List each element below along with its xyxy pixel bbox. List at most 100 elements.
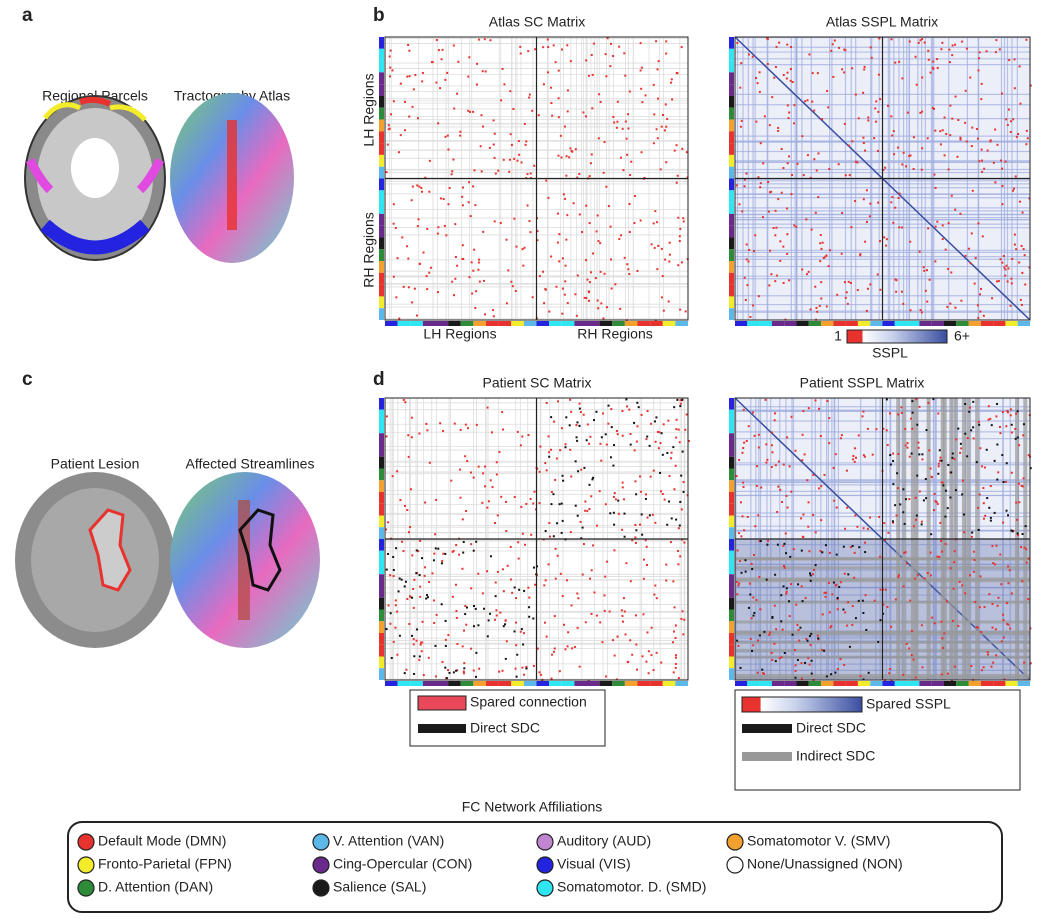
connection [869, 283, 872, 286]
connection [385, 415, 388, 418]
connection [851, 67, 854, 70]
connection [1027, 454, 1030, 457]
direct-sdc [851, 545, 854, 548]
direct-sdc [426, 596, 429, 599]
connection [432, 599, 435, 602]
connection [773, 76, 776, 79]
connection [864, 594, 867, 597]
connection [981, 170, 984, 173]
connection [811, 100, 814, 103]
connection [578, 665, 581, 668]
panel-label: d [373, 369, 385, 390]
network-strip [379, 597, 384, 610]
connection [884, 166, 887, 169]
connection [948, 61, 951, 64]
connection [641, 655, 644, 658]
connection [561, 312, 564, 315]
direct-sdc [623, 512, 626, 515]
connection [897, 413, 900, 416]
connection [750, 617, 753, 620]
connection [421, 620, 424, 623]
connection [626, 153, 629, 156]
direct-sdc [494, 595, 497, 598]
connection [609, 65, 612, 68]
connection [1025, 548, 1028, 551]
connection [389, 49, 392, 52]
network-strip [650, 681, 663, 686]
connection [854, 514, 857, 517]
connection [421, 71, 424, 74]
connection [787, 117, 790, 120]
connection [851, 623, 854, 626]
direct-sdc [520, 628, 523, 631]
network-strip [379, 621, 384, 633]
connection [753, 434, 756, 437]
connection [455, 616, 458, 619]
connection [414, 74, 417, 77]
connection [891, 196, 894, 199]
direct-sdc [595, 410, 598, 413]
connection [410, 199, 413, 202]
direct-sdc [985, 448, 988, 451]
direct-sdc [432, 559, 435, 562]
connection [665, 125, 668, 128]
connection [762, 672, 765, 675]
connection [864, 149, 867, 152]
direct-sdc [550, 416, 553, 419]
connection [861, 415, 864, 418]
connection [668, 260, 671, 263]
connection [467, 201, 470, 204]
direct-sdc [891, 520, 894, 523]
connection [446, 134, 449, 137]
network-strip [379, 213, 384, 226]
direct-sdc [751, 568, 754, 571]
connection [940, 673, 943, 676]
connection [915, 518, 918, 521]
connection [587, 679, 590, 682]
connection [484, 465, 487, 468]
connection [392, 203, 395, 206]
network-strip [379, 468, 384, 481]
connection [677, 428, 680, 431]
connection [599, 270, 602, 273]
connection [562, 623, 565, 626]
direct-sdc [785, 552, 788, 555]
network-strip [729, 190, 734, 203]
connection [890, 201, 893, 204]
connection [385, 171, 388, 174]
connection [597, 307, 600, 310]
connection [875, 428, 878, 431]
connection [425, 422, 428, 425]
network-strip [379, 456, 384, 469]
connection [408, 75, 411, 78]
connection [569, 398, 572, 401]
connection [970, 665, 973, 668]
connection [843, 281, 846, 284]
connection [843, 71, 846, 74]
connection [836, 608, 839, 611]
direct-sdc [761, 668, 764, 671]
connection [815, 169, 818, 172]
connection [752, 250, 755, 253]
network-strip [943, 321, 957, 326]
network-strip [379, 272, 384, 285]
direct-sdc [585, 439, 588, 442]
connection [903, 551, 906, 554]
connection [828, 442, 831, 445]
network-strip [397, 321, 411, 326]
connection [642, 558, 645, 561]
connection [920, 520, 923, 523]
connection [665, 579, 668, 582]
connection [409, 488, 412, 491]
connection [969, 262, 972, 265]
connection [798, 639, 801, 642]
direct-sdc [473, 605, 476, 608]
connection [972, 570, 975, 573]
network-strip [845, 681, 858, 686]
connection [419, 585, 422, 588]
direct-sdc [922, 499, 925, 502]
direct-sdc [581, 526, 584, 529]
connection [645, 493, 648, 496]
connection [773, 642, 776, 645]
connection [505, 302, 508, 305]
